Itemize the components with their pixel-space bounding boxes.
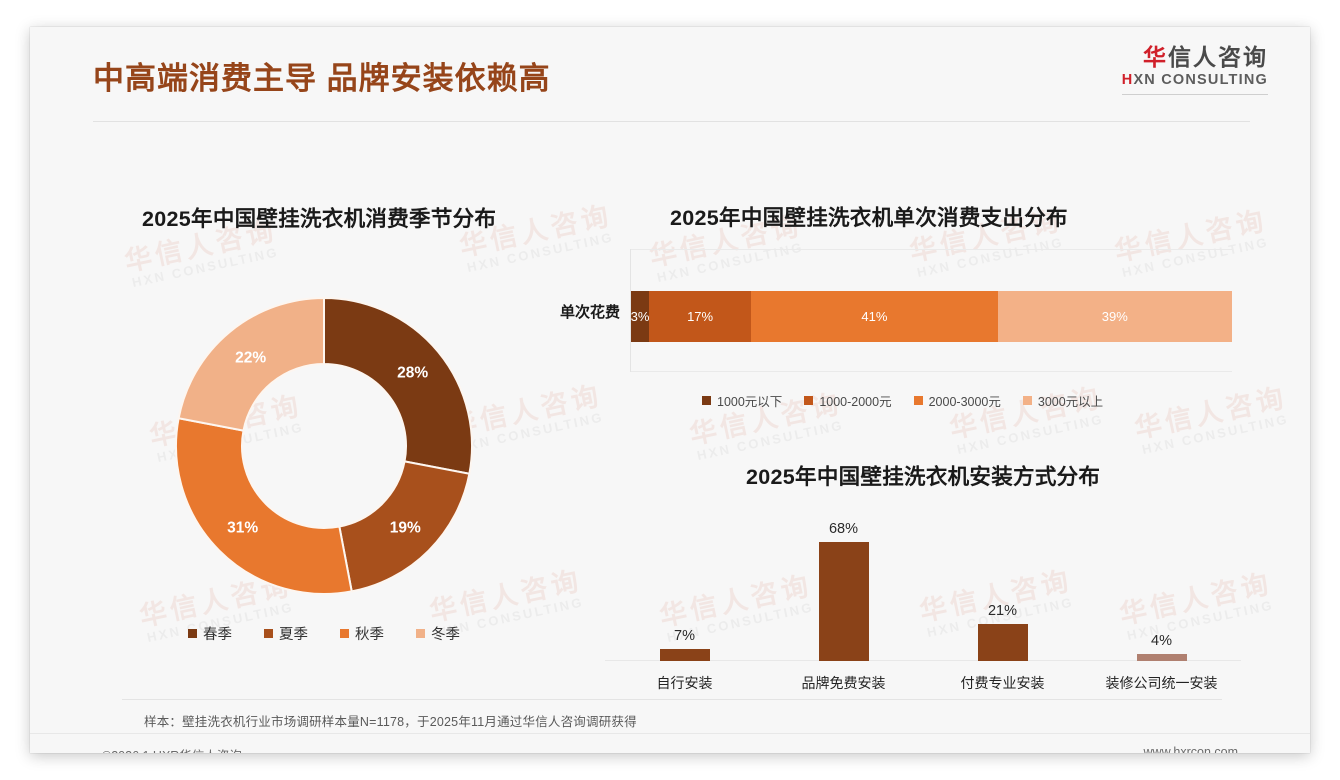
legend-item[interactable]: 2000-3000元 xyxy=(913,391,1001,410)
donut-slice[interactable] xyxy=(338,460,471,593)
company-logo: 华信人咨询 HXN CONSULTING xyxy=(1122,44,1268,96)
logo-en-rest: XN CONSULTING xyxy=(1133,72,1268,89)
legend-item[interactable]: 冬季 xyxy=(416,623,460,644)
segment-value-label: 41% xyxy=(861,309,888,324)
page-title: 中高端消费主导 品牌安装依赖高 xyxy=(93,61,551,96)
spend-bar: 3% 17% 41% 39% xyxy=(631,291,1232,342)
legend-label: 2000-3000元 xyxy=(928,395,1001,409)
donut-slice-label: 31% xyxy=(227,519,258,536)
segment-value-label: 17% xyxy=(687,309,714,324)
stacked-bar-segment[interactable]: 3% xyxy=(631,291,649,342)
footer-copyright: ©2026.1 HXR华信人咨询 xyxy=(102,745,242,753)
install-chart-title: 2025年中国壁挂洗衣机安装方式分布 xyxy=(746,465,1101,489)
logo-chinese: 华信人咨询 xyxy=(1122,44,1268,70)
logo-english: HXN CONSULTING xyxy=(1122,72,1268,88)
donut-slice[interactable] xyxy=(177,296,325,432)
legend-item[interactable]: 春季 xyxy=(188,623,232,644)
legend-swatch-icon xyxy=(264,629,273,638)
legend-swatch-icon xyxy=(340,629,349,638)
spend-value-axis xyxy=(630,249,631,372)
spend-stacked-bar-chart: 单次花费 3% 17% 41% 39% xyxy=(532,249,1232,379)
logo-rest-chars: 信人咨询 xyxy=(1168,44,1268,70)
season-legend: 春季 夏季 秋季 冬季 xyxy=(188,623,460,644)
column-cell: 4% xyxy=(1082,497,1241,661)
column-bar[interactable] xyxy=(818,542,869,661)
slide-canvas: 华信人咨询 HXN CONSULTING 华信人咨询 HXN CONSULTING 华信… xyxy=(30,27,1310,753)
legend-item[interactable]: 1000元以下 xyxy=(702,391,782,410)
donut-slice-label: 28% xyxy=(397,365,428,382)
legend-label: 1000-2000元 xyxy=(819,395,892,409)
column-category-label: 装修公司统一安装 xyxy=(1105,675,1218,691)
spend-bottom-gridline xyxy=(630,371,1232,372)
legend-item[interactable]: 3000元以上 xyxy=(1022,391,1104,410)
donut-svg: 28% 19% 31% 22% xyxy=(175,296,473,595)
column-bar[interactable] xyxy=(977,624,1028,661)
column-value-label: 68% xyxy=(828,521,859,537)
install-column-chart: 7% 68% 21% 4% 自行安装 品牌免费安装 付费专业安装 装修公司统一安装 xyxy=(605,497,1241,697)
legend-item[interactable]: 秋季 xyxy=(340,623,384,644)
donut-slice-label: 19% xyxy=(390,519,421,536)
legend-swatch-icon xyxy=(702,396,711,405)
stacked-bar-segment[interactable]: 17% xyxy=(649,291,752,342)
column-cell: 7% xyxy=(605,497,764,661)
legend-swatch-icon xyxy=(188,629,197,638)
column-bar[interactable] xyxy=(659,648,710,661)
install-category-axis: 自行安装 品牌免费安装 付费专业安装 装修公司统一安装 xyxy=(605,673,1241,693)
install-baseline xyxy=(605,660,1241,661)
spend-chart-title: 2025年中国壁挂洗衣机单次消费支出分布 xyxy=(670,206,1068,230)
legend-swatch-icon xyxy=(913,396,923,405)
logo-accent-char: 华 xyxy=(1143,44,1168,70)
donut-slice[interactable] xyxy=(175,417,353,595)
header-divider xyxy=(93,121,1250,122)
logo-underline xyxy=(1122,94,1268,96)
column-value-label: 4% xyxy=(1151,633,1172,649)
legend-label: 秋季 xyxy=(355,627,384,643)
column-cell: 21% xyxy=(923,497,1082,661)
donut-slice-label: 22% xyxy=(235,349,266,366)
donut-slice[interactable] xyxy=(323,296,473,475)
season-donut-chart: 28% 19% 31% 22% xyxy=(163,285,485,607)
logo-en-accent: H xyxy=(1121,72,1134,89)
legend-label: 3000元以上 xyxy=(1037,395,1104,409)
legend-item[interactable]: 1000-2000元 xyxy=(804,391,892,410)
column-value-label: 7% xyxy=(674,627,695,644)
legend-swatch-icon xyxy=(804,396,814,405)
segment-value-label: 39% xyxy=(1101,309,1128,324)
spend-category-label: 单次花费 xyxy=(559,304,620,321)
stacked-bar-segment[interactable]: 41% xyxy=(751,291,998,342)
column-category-label: 付费专业安装 xyxy=(960,675,1045,691)
donut-chart-title: 2025年中国壁挂洗衣机消费季节分布 xyxy=(142,207,497,231)
legend-swatch-icon xyxy=(416,629,425,638)
note-divider xyxy=(122,699,1222,700)
legend-label: 冬季 xyxy=(431,627,460,643)
slide-header: 中高端消费主导 品牌安装依赖高 华信人咨询 HXN CONSULTING xyxy=(30,27,1310,127)
footer-divider xyxy=(30,733,1310,734)
column-cell: 68% xyxy=(764,497,923,661)
spend-legend: 1000元以下 1000-2000元 2000-3000元 3000元以上 xyxy=(702,391,1103,410)
column-category-label: 品牌免费安装 xyxy=(801,675,886,691)
legend-swatch-icon xyxy=(1022,396,1032,405)
legend-item[interactable]: 夏季 xyxy=(264,623,308,644)
sample-note: 样本：壁挂洗衣机行业市场调研样本量N=1178，于2025年11月通过华信人咨询… xyxy=(144,715,637,729)
legend-label: 春季 xyxy=(203,627,232,643)
segment-value-label: 3% xyxy=(630,309,650,324)
footer-website[interactable]: www.hxrcon.com xyxy=(1143,745,1238,753)
legend-label: 夏季 xyxy=(279,627,308,643)
spend-top-gridline xyxy=(630,249,1232,250)
stacked-bar-segment[interactable]: 39% xyxy=(997,291,1232,342)
column-category-label: 自行安装 xyxy=(656,675,713,691)
column-bar[interactable] xyxy=(1136,654,1187,661)
install-plot-area: 7% 68% 21% 4% xyxy=(605,497,1241,661)
legend-label: 1000元以下 xyxy=(717,395,783,409)
slide-footer: ©2026.1 HXR华信人咨询 www.hxrcon.com xyxy=(30,733,1310,753)
column-value-label: 21% xyxy=(987,603,1018,620)
